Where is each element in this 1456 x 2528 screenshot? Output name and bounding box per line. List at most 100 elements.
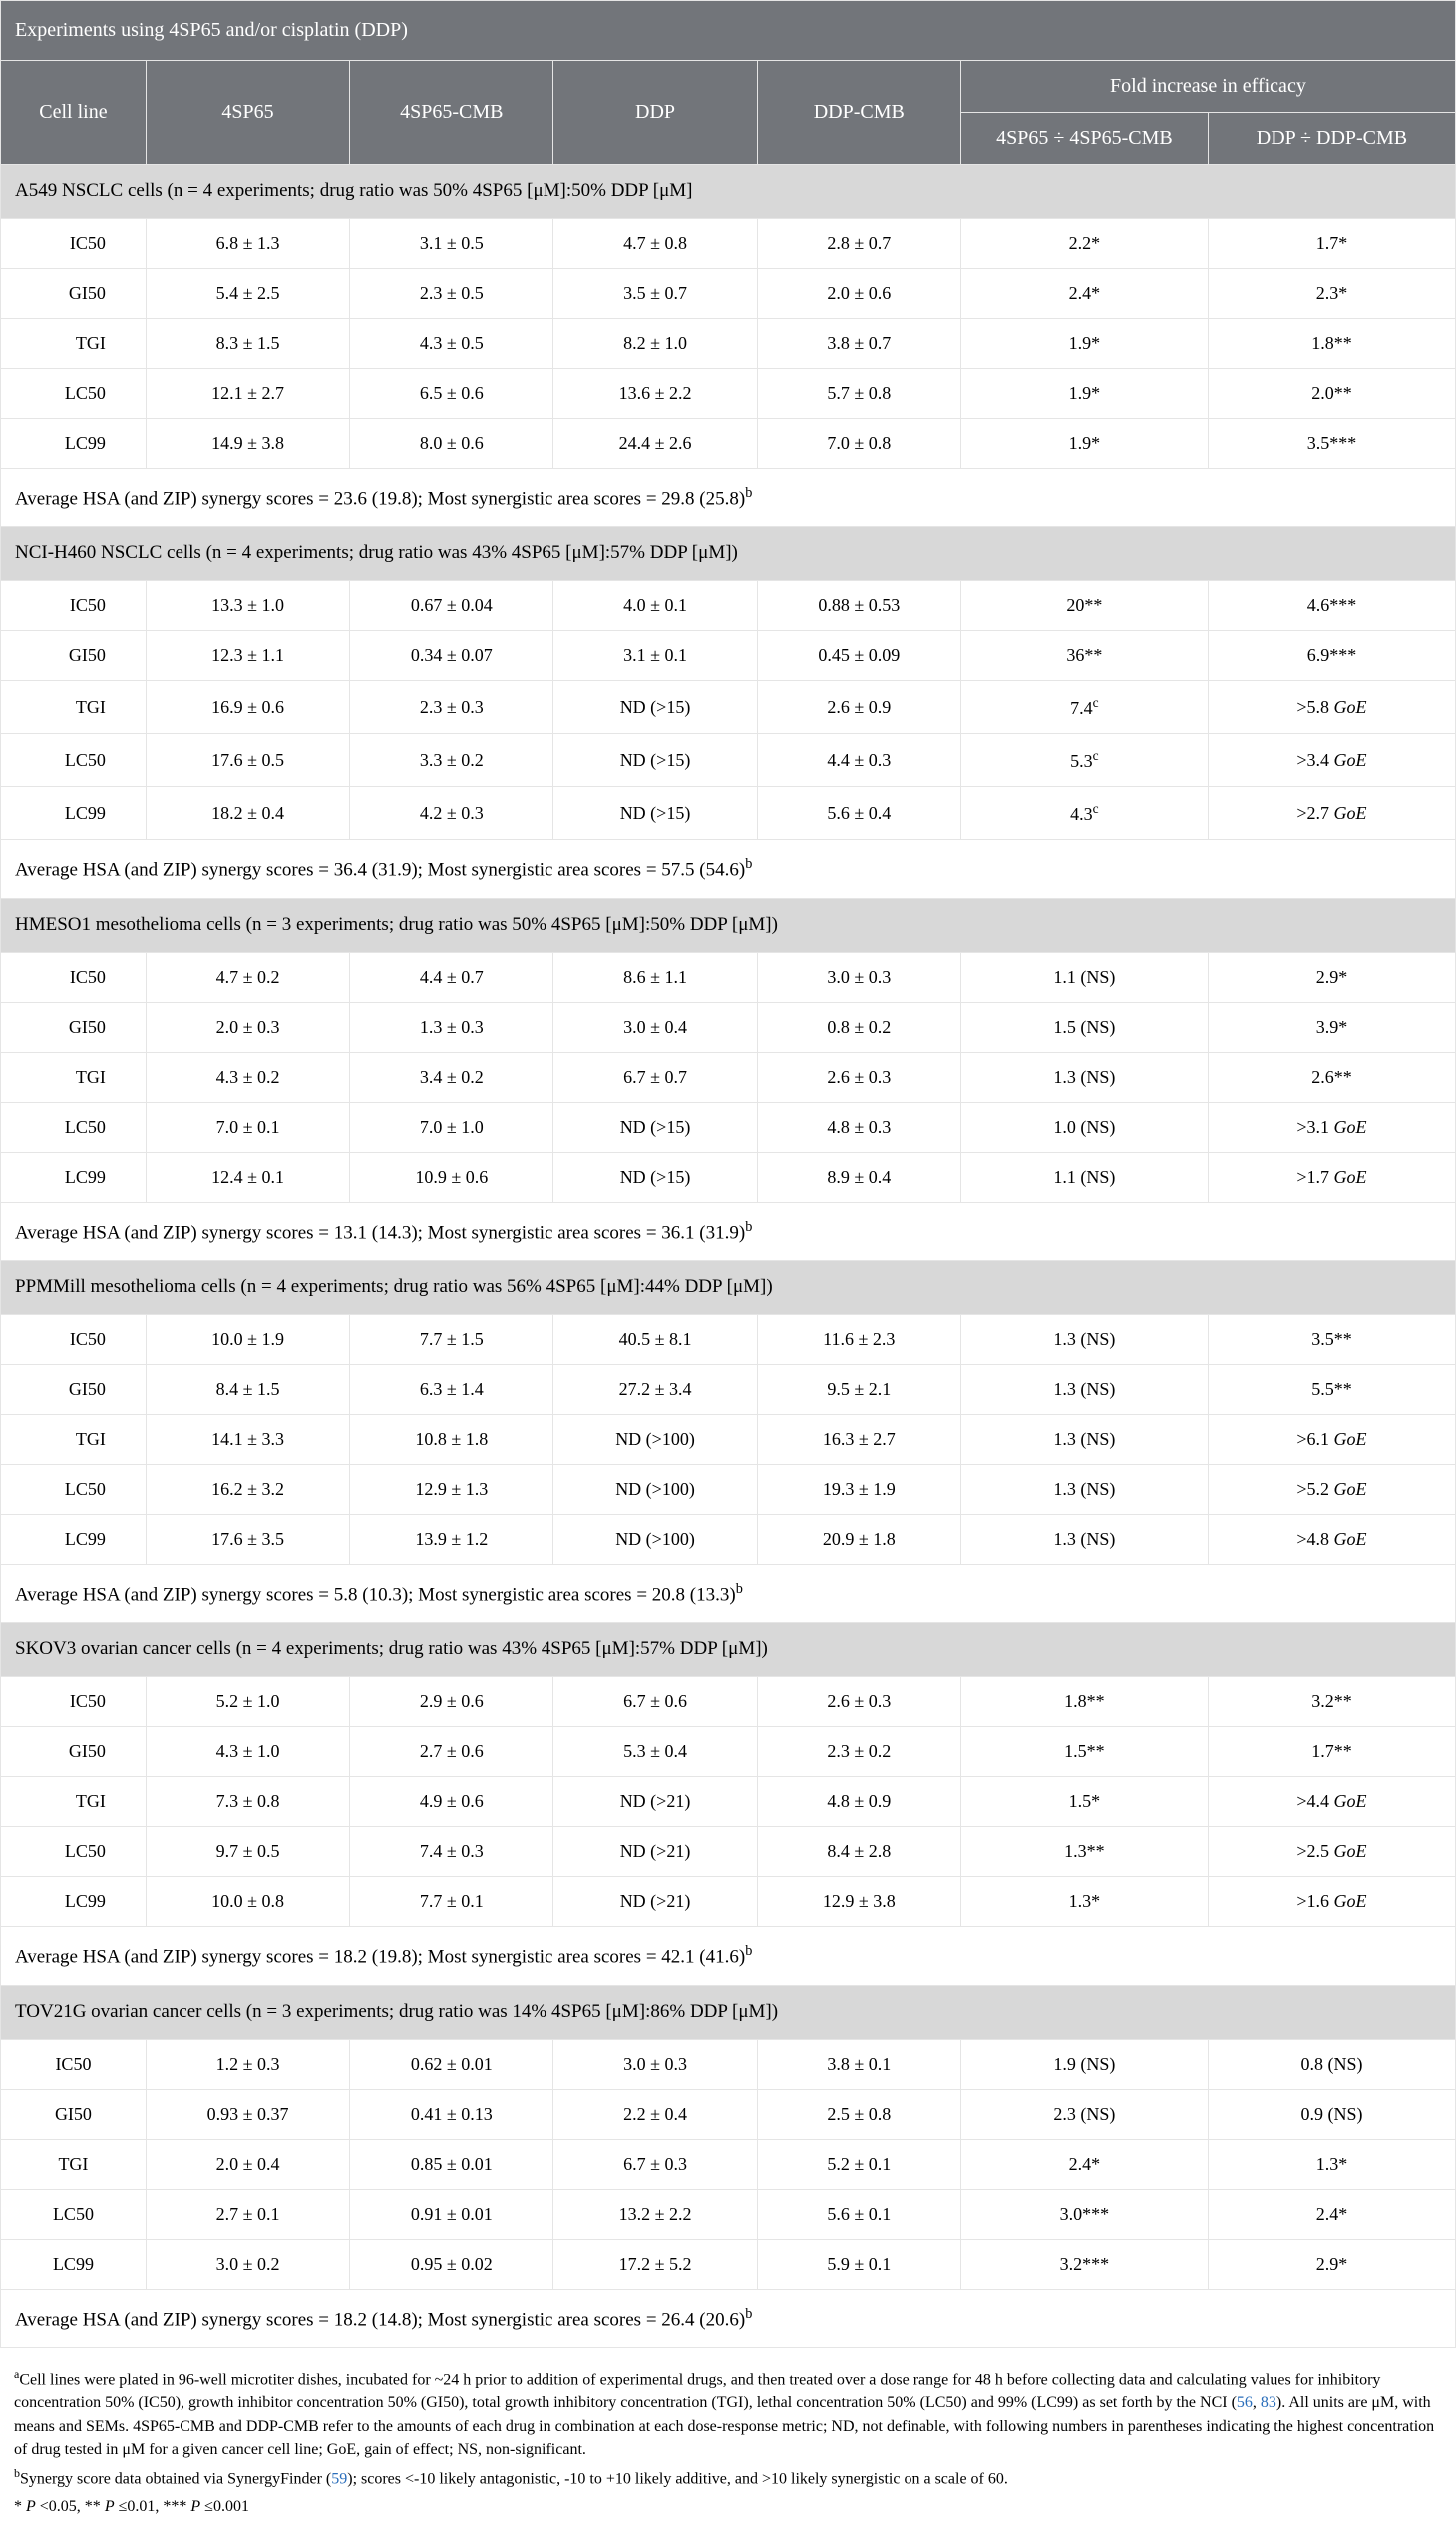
group-header-row: NCI-H460 NSCLC cells (n = 4 experiments;… — [1, 527, 1456, 581]
data-cell: 1.9* — [960, 369, 1208, 419]
metric-label: LC50 — [1, 734, 147, 787]
col-header-c4sp65: 4SP65 — [146, 61, 349, 165]
data-cell: ND (>15) — [553, 787, 757, 840]
data-cell: 7.7 ± 0.1 — [350, 1877, 553, 1927]
data-cell: 5.2 ± 1.0 — [146, 1677, 349, 1727]
data-cell: 7.0 ± 0.8 — [757, 419, 960, 469]
data-cell: 2.9 ± 0.6 — [350, 1677, 553, 1727]
table-row: TGI14.1 ± 3.310.8 ± 1.8ND (>100)16.3 ± 2… — [1, 1414, 1456, 1464]
data-cell: >3.1 GoE — [1208, 1102, 1455, 1152]
data-cell: 9.7 ± 0.5 — [146, 1827, 349, 1877]
sup-b: b — [745, 2306, 752, 2322]
data-cell: 40.5 ± 8.1 — [553, 1314, 757, 1364]
table-row: LC5017.6 ± 0.53.3 ± 0.2ND (>15)4.4 ± 0.3… — [1, 734, 1456, 787]
table-title: Experiments using 4SP65 and/or cisplatin… — [1, 1, 1456, 61]
data-cell: 4.8 ± 0.9 — [757, 1777, 960, 1827]
data-cell: 7.0 ± 1.0 — [350, 1102, 553, 1152]
table-row: TGI7.3 ± 0.84.9 ± 0.6ND (>21)4.8 ± 0.91.… — [1, 1777, 1456, 1827]
footnotes-section: aCell lines were plated in 96-well micro… — [0, 2347, 1456, 2528]
data-cell: 6.7 ± 0.7 — [553, 1052, 757, 1102]
table-row: LC9914.9 ± 3.88.0 ± 0.624.4 ± 2.67.0 ± 0… — [1, 419, 1456, 469]
col-header-cell_line: Cell line — [1, 61, 147, 165]
group-header: HMESO1 mesothelioma cells (n = 3 experim… — [1, 898, 1456, 952]
data-cell: 1.5* — [960, 1777, 1208, 1827]
data-cell: 8.4 ± 1.5 — [146, 1364, 349, 1414]
data-cell: 6.7 ± 0.6 — [553, 1677, 757, 1727]
metric-label: LC50 — [1, 1464, 147, 1514]
synergy-row: Average HSA (and ZIP) synergy scores = 5… — [1, 1564, 1456, 1622]
table-row: LC9918.2 ± 0.44.2 ± 0.3ND (>15)5.6 ± 0.4… — [1, 787, 1456, 840]
data-cell: 1.3 (NS) — [960, 1464, 1208, 1514]
experiments-table-container: Experiments using 4SP65 and/or cisplatin… — [0, 0, 1456, 2528]
data-cell: 4.0 ± 0.1 — [553, 581, 757, 631]
data-cell: 1.9 (NS) — [960, 2039, 1208, 2089]
data-cell: 4.4 ± 0.7 — [350, 952, 553, 1002]
data-cell: 36** — [960, 631, 1208, 681]
metric-label: LC50 — [1, 1827, 147, 1877]
metric-label: LC99 — [1, 1877, 147, 1927]
data-cell: 10.9 ± 0.6 — [350, 1152, 553, 1202]
sup-b: b — [745, 1943, 752, 1959]
sup-b: b — [745, 485, 752, 501]
data-cell: 3.0 ± 0.4 — [553, 1002, 757, 1052]
table-row: GI502.0 ± 0.31.3 ± 0.33.0 ± 0.40.8 ± 0.2… — [1, 1002, 1456, 1052]
metric-label: GI50 — [1, 2089, 147, 2139]
data-cell: 27.2 ± 3.4 — [553, 1364, 757, 1414]
group-header: SKOV3 ovarian cancer cells (n = 4 experi… — [1, 1623, 1456, 1677]
footnote-b: bSynergy score data obtained via Synergy… — [14, 2465, 1442, 2491]
footnote-b-text-1: Synergy score data obtained via SynergyF… — [20, 2470, 331, 2487]
data-cell: 16.2 ± 3.2 — [146, 1464, 349, 1514]
data-cell: 7.3 ± 0.8 — [146, 1777, 349, 1827]
footnote-a: aCell lines were plated in 96-well micro… — [14, 2366, 1442, 2461]
data-cell: 1.8** — [1208, 319, 1455, 369]
data-cell: 2.8 ± 0.7 — [757, 219, 960, 269]
data-cell: 2.0 ± 0.6 — [757, 269, 960, 319]
data-cell: 1.3 (NS) — [960, 1314, 1208, 1364]
data-cell: 2.4* — [1208, 2189, 1455, 2239]
footnote-b-ref: 59 — [331, 2470, 347, 2487]
data-cell: 3.5*** — [1208, 419, 1455, 469]
data-cell: 20.9 ± 1.8 — [757, 1514, 960, 1564]
data-cell: 0.93 ± 0.37 — [146, 2089, 349, 2139]
data-cell: 3.8 ± 0.1 — [757, 2039, 960, 2089]
data-cell: 5.3c — [960, 734, 1208, 787]
col-header-c4sp65_cmb: 4SP65-CMB — [350, 61, 553, 165]
data-cell: 1.1 (NS) — [960, 952, 1208, 1002]
group-header: TOV21G ovarian cancer cells (n = 3 exper… — [1, 1985, 1456, 2039]
sup-c: c — [1093, 801, 1099, 816]
metric-label: LC50 — [1, 1102, 147, 1152]
table-row: IC5013.3 ± 1.00.67 ± 0.044.0 ± 0.10.88 ±… — [1, 581, 1456, 631]
data-cell: >5.2 GoE — [1208, 1464, 1455, 1514]
data-cell: 8.2 ± 1.0 — [553, 319, 757, 369]
metric-label: IC50 — [1, 1314, 147, 1364]
data-cell: 12.9 ± 1.3 — [350, 1464, 553, 1514]
data-cell: 1.3 (NS) — [960, 1364, 1208, 1414]
data-cell: 13.2 ± 2.2 — [553, 2189, 757, 2239]
data-cell: 13.3 ± 1.0 — [146, 581, 349, 631]
table-row: LC9917.6 ± 3.513.9 ± 1.2ND (>100)20.9 ± … — [1, 1514, 1456, 1564]
data-cell: 20** — [960, 581, 1208, 631]
group-header: A549 NSCLC cells (n = 4 experiments; dru… — [1, 165, 1456, 219]
data-cell: 5.4 ± 2.5 — [146, 269, 349, 319]
data-cell: 2.7 ± 0.1 — [146, 2189, 349, 2239]
data-cell: ND (>21) — [553, 1777, 757, 1827]
goe-label: GoE — [1334, 1891, 1367, 1911]
synergy-row: Average HSA (and ZIP) synergy scores = 1… — [1, 1927, 1456, 1985]
metric-label: LC50 — [1, 369, 147, 419]
metric-label: TGI — [1, 681, 147, 734]
data-cell: 0.41 ± 0.13 — [350, 2089, 553, 2139]
data-cell: >1.6 GoE — [1208, 1877, 1455, 1927]
data-cell: 1.9* — [960, 419, 1208, 469]
data-cell: 3.8 ± 0.7 — [757, 319, 960, 369]
data-cell: ND (>21) — [553, 1827, 757, 1877]
header-row-1: Cell line4SP654SP65-CMBDDPDDP-CMBFold in… — [1, 61, 1456, 113]
data-cell: 2.4* — [960, 269, 1208, 319]
data-cell: 0.34 ± 0.07 — [350, 631, 553, 681]
data-cell: 2.0** — [1208, 369, 1455, 419]
data-cell: 1.9* — [960, 319, 1208, 369]
data-cell: ND (>15) — [553, 1102, 757, 1152]
data-cell: 4.3 ± 1.0 — [146, 1727, 349, 1777]
data-cell: 8.0 ± 0.6 — [350, 419, 553, 469]
metric-label: IC50 — [1, 952, 147, 1002]
data-cell: ND (>15) — [553, 1152, 757, 1202]
